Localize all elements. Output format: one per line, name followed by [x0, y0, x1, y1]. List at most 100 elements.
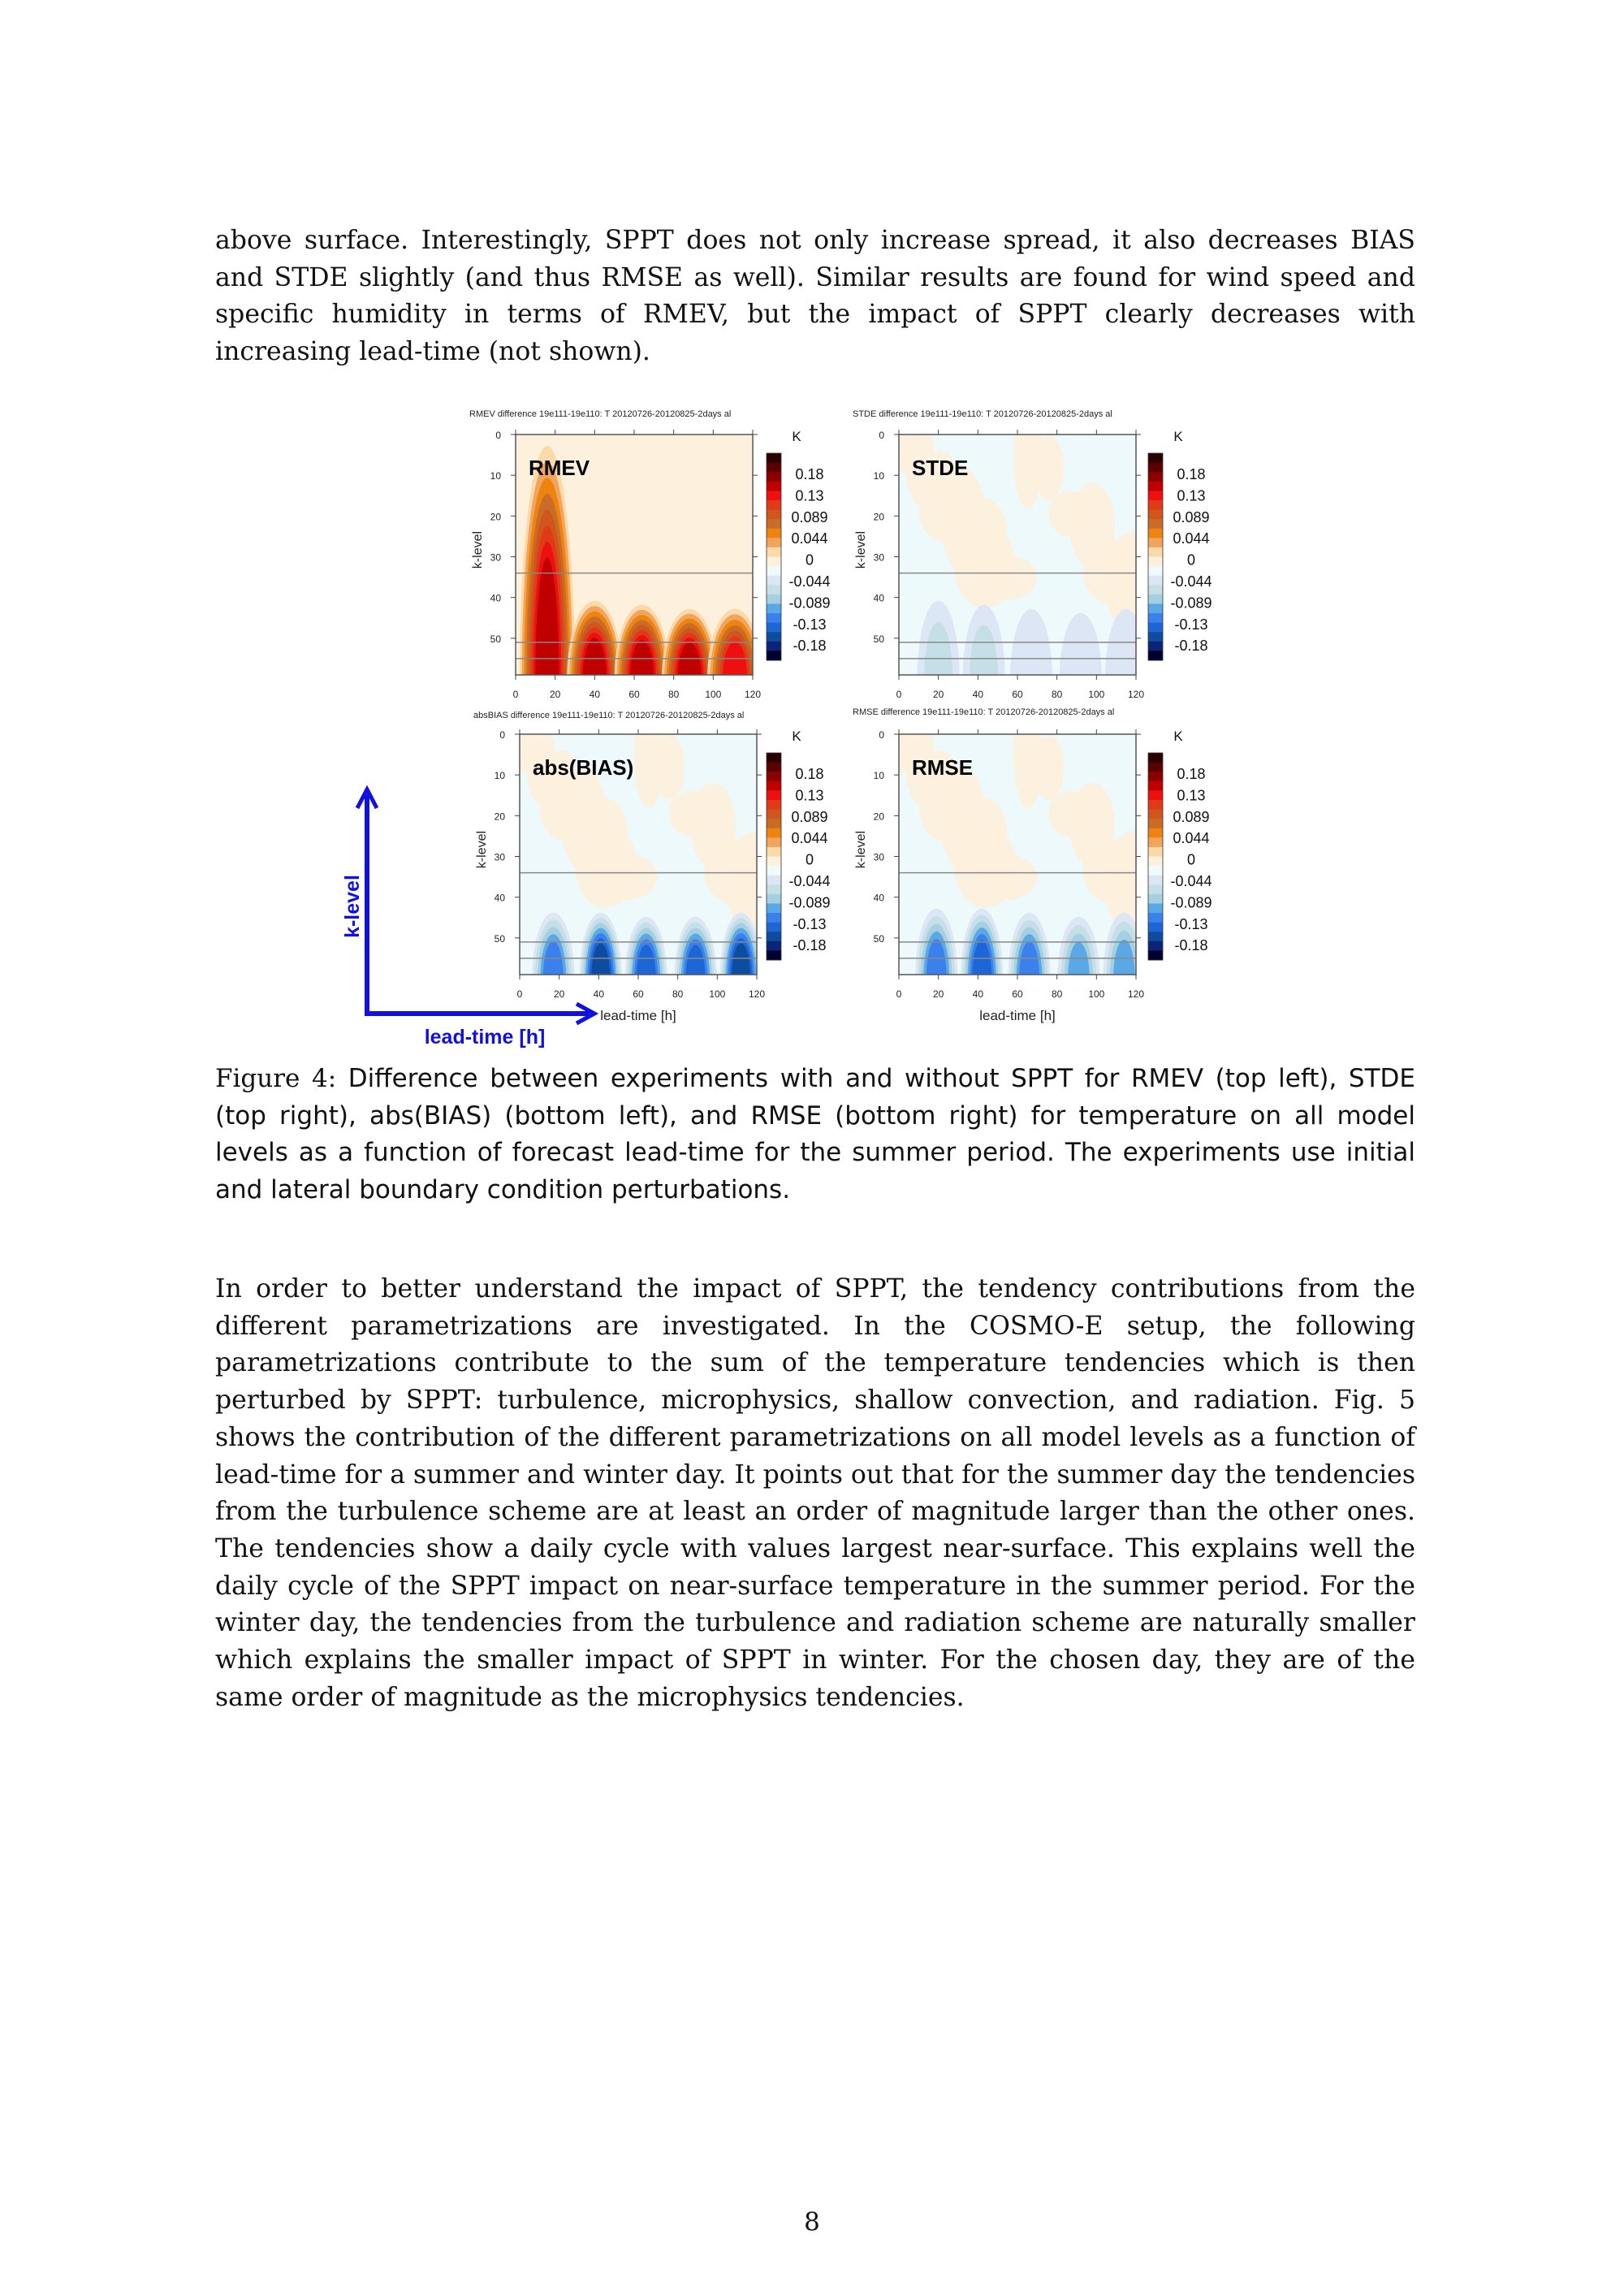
y-tick-label: 30	[874, 552, 885, 564]
colorbar-swatch	[1148, 556, 1163, 567]
heatmap-patch	[655, 735, 685, 800]
contour-level	[1059, 612, 1102, 675]
colorbar-swatch	[1148, 603, 1163, 614]
colorbar-swatch	[767, 950, 781, 961]
contour-level	[1019, 941, 1040, 975]
colorbar-swatch	[1148, 753, 1163, 763]
x-tick-label: 0	[513, 689, 519, 700]
colorbar-swatch	[767, 790, 781, 801]
y-tick-label: 50	[490, 633, 502, 645]
panel-header: STDE difference 19e111-19e110: T 2012072…	[853, 409, 1112, 419]
heatmap-panel-rmse: 0 20 40 60 80 100 120 0 10 20 30 40 50 k-level lead-ti…	[853, 707, 1212, 1023]
colorbar-label: -0.18	[1174, 937, 1207, 953]
heatmap-patch	[1069, 483, 1115, 568]
y-tick-label: 10	[874, 470, 885, 482]
colorbar-swatch	[767, 538, 781, 548]
heatmap-patch	[905, 734, 935, 804]
x-tick-label: 80	[672, 988, 684, 1000]
x-tick-label: 80	[1052, 988, 1063, 1000]
x-tick-label: 120	[1128, 988, 1144, 1000]
y-tick-label: 50	[495, 933, 506, 945]
x-tick-label: 40	[590, 689, 601, 700]
y-tick-label: 40	[490, 593, 502, 604]
y-tick-label: 50	[874, 633, 885, 645]
colorbar-swatch	[767, 903, 781, 914]
panel-label: abs(BIAS)	[533, 755, 633, 780]
contour-level	[972, 940, 992, 975]
y-tick-label: 20	[490, 511, 502, 522]
colorbar-swatch	[767, 462, 781, 473]
colorbar-swatch	[767, 940, 781, 951]
x-tick-label: 100	[1088, 988, 1104, 1000]
colorbar-label: 0.044	[1173, 530, 1209, 547]
contour-level	[636, 945, 656, 975]
contour-level	[677, 642, 702, 675]
colorbar-swatch	[767, 866, 781, 876]
colorbar-label: -0.089	[1170, 894, 1212, 910]
colorbar-label: 0	[806, 552, 814, 569]
colorbar-frame	[1147, 452, 1164, 661]
panel-label: RMEV	[529, 456, 590, 480]
colorbar-swatch	[767, 585, 781, 595]
heatmap-panel-rmev: 0 20 40 60 80 100 120 0 10 20 30 40 50 k-level RMEV di…	[469, 409, 831, 700]
colorbar-swatch	[767, 772, 781, 782]
y-tick-label: 10	[495, 770, 506, 781]
colorbar-label: 0.089	[791, 809, 827, 825]
colorbar-unit: K	[792, 429, 801, 444]
colorbar-swatch	[767, 566, 781, 577]
x-tick-label: 80	[1052, 689, 1063, 700]
colorbar-label: -0.089	[1170, 595, 1212, 611]
contour-level	[1068, 941, 1090, 975]
colorbar-swatch	[1148, 940, 1163, 951]
colorbar-label: 0.18	[1177, 466, 1205, 482]
colorbar-swatch	[767, 884, 781, 895]
colorbar-label: 0.089	[1173, 809, 1209, 825]
colorbar-swatch	[1148, 509, 1163, 520]
colorbar-swatch	[1148, 846, 1163, 857]
panel-label: RMSE	[912, 755, 973, 780]
colorbar-swatch	[1148, 462, 1163, 473]
heatmap-panel-stde: 0 20 40 60 80 100 120 0 10 20 30 40 50 k-level STDE di…	[853, 409, 1212, 700]
colorbar-swatch	[767, 575, 781, 586]
colorbar-swatch	[767, 799, 781, 811]
colorbar-label: 0.13	[1177, 787, 1205, 803]
colorbar-swatch	[1148, 950, 1163, 961]
heatmap-patch	[1034, 435, 1064, 500]
colorbar-swatch	[1148, 913, 1163, 923]
heatmap-patch	[1104, 831, 1136, 935]
colorbar-unit: K	[1173, 729, 1183, 744]
x-tick-label: 60	[633, 988, 644, 1000]
colorbar-label: -0.13	[793, 616, 826, 633]
colorbar-label: 0.18	[795, 466, 823, 482]
colorbar-swatch	[767, 499, 781, 511]
colorbar-swatch	[1148, 762, 1163, 772]
heatmap-patch	[596, 854, 658, 900]
colorbar-swatch	[767, 613, 781, 624]
colorbar-swatch	[1148, 809, 1163, 819]
colorbar-swatch	[767, 472, 781, 482]
contour-level	[630, 640, 654, 675]
colorbar-swatch	[1148, 884, 1163, 895]
y-tick-label: 0	[879, 729, 884, 741]
colorbar-label: 0.13	[795, 787, 823, 803]
colorbar-swatch	[1148, 613, 1163, 624]
colorbar-swatch	[767, 509, 781, 520]
colorbar-swatch	[767, 651, 781, 661]
contour-level	[591, 943, 611, 975]
heatmap-patch	[1013, 435, 1043, 508]
colorbar-swatch	[767, 632, 781, 642]
contour-level	[926, 939, 947, 975]
heatmap-field	[899, 435, 1136, 675]
y-tick-label: 0	[499, 729, 505, 741]
colorbar-label: -0.044	[788, 573, 830, 590]
colorbar-swatch	[1148, 547, 1163, 557]
colorbar-swatch	[1148, 903, 1163, 914]
x-tick-label: 60	[1012, 689, 1023, 700]
colorbar-swatch	[767, 641, 781, 651]
contour-level	[1104, 608, 1136, 675]
colorbar-swatch	[767, 603, 781, 614]
y-axis-label: k-level	[854, 531, 868, 569]
colorbar-swatch	[1148, 472, 1163, 482]
k-level-arrowhead-icon	[355, 785, 379, 810]
colorbar-label: 0.13	[795, 487, 823, 504]
